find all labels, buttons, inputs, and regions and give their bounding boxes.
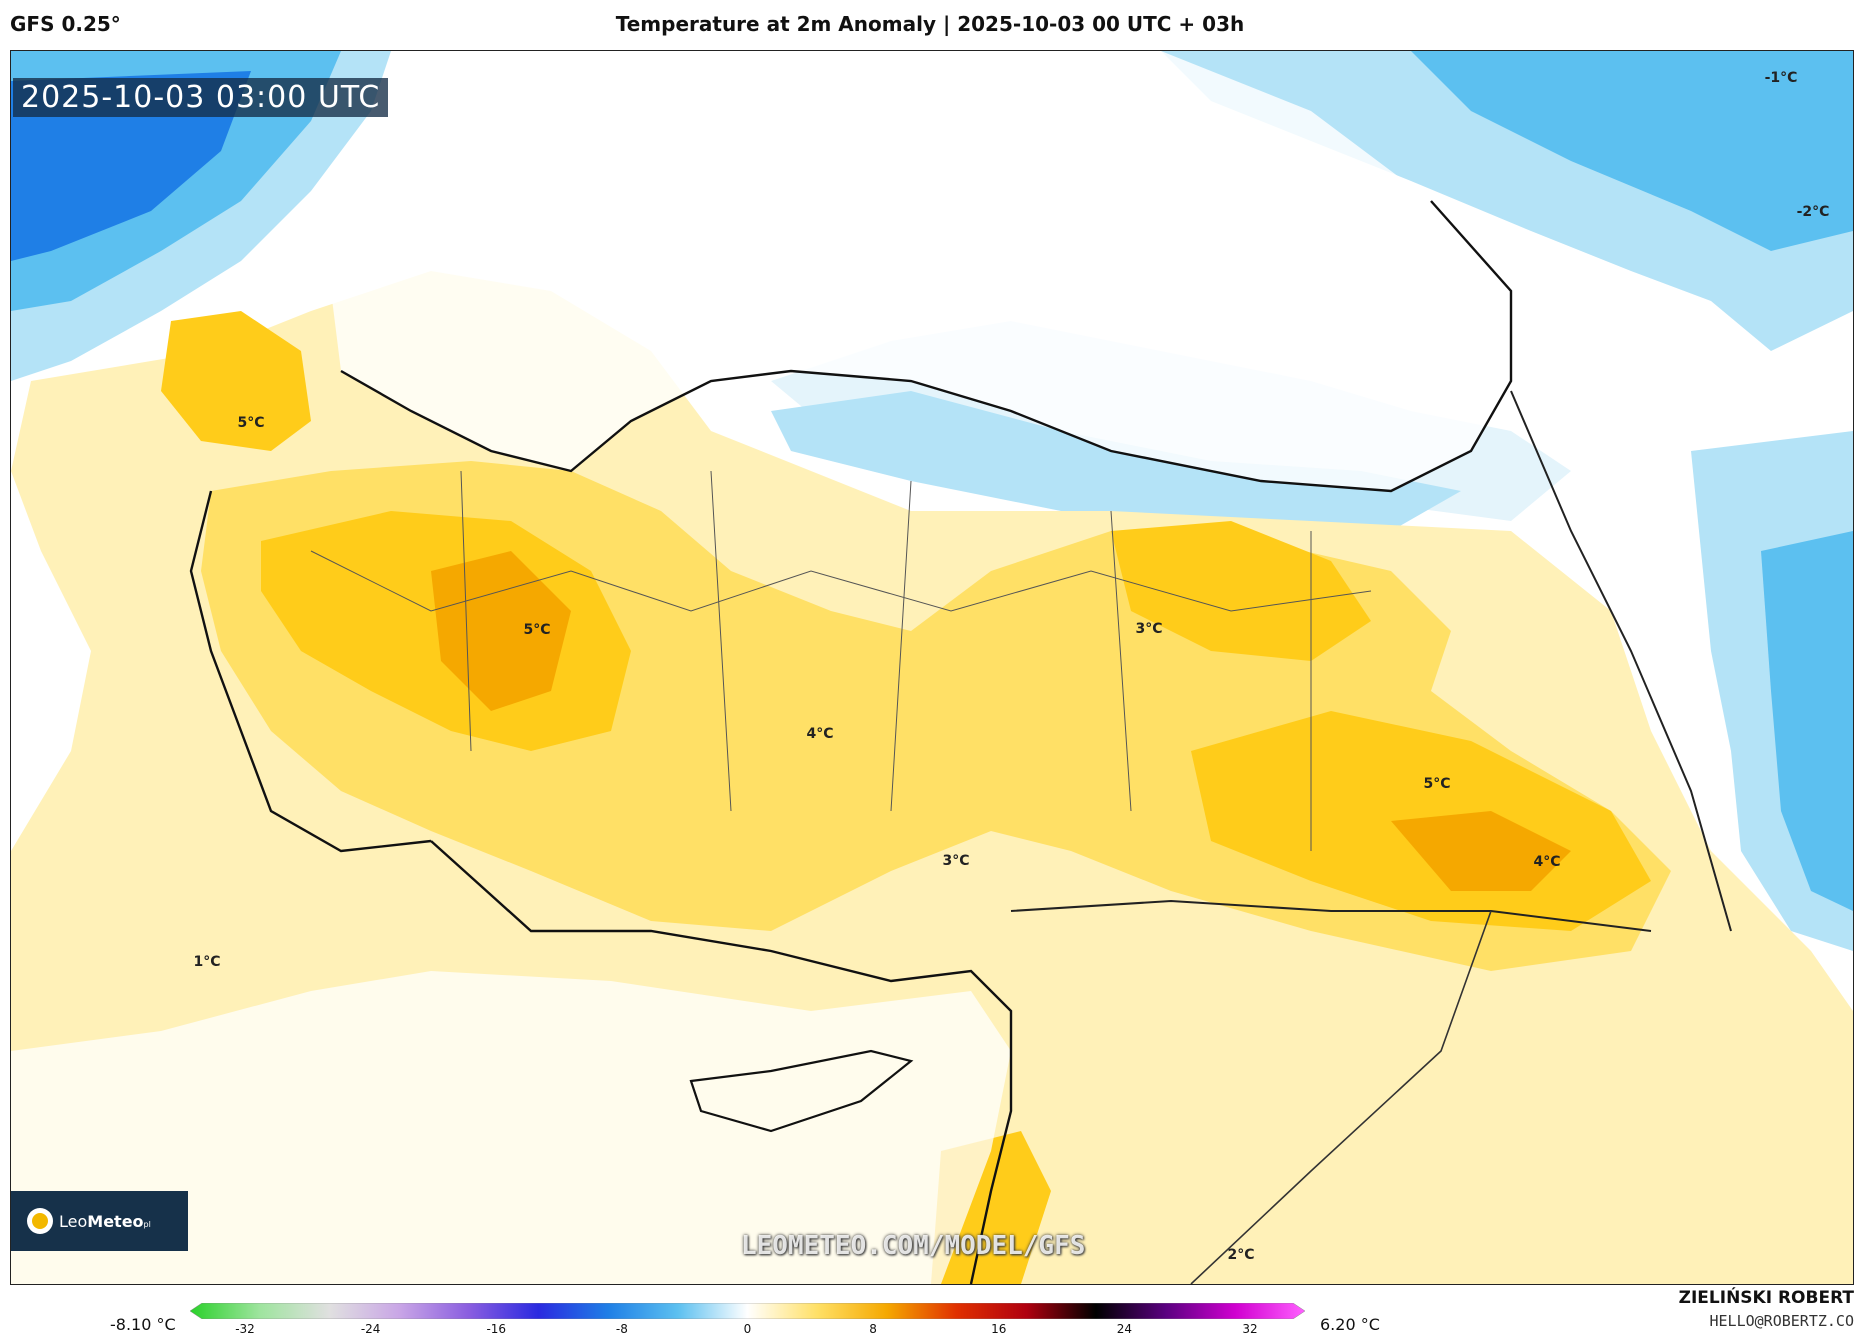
contour-label: 2°C (1227, 1247, 1255, 1263)
colorbar-tick-label: 16 (991, 1322, 1007, 1336)
valid-time-label: 2025-10-03 03:00 UTC (13, 78, 389, 117)
black-sea (331, 51, 1511, 491)
colorbar-tick-label: 32 (1242, 1322, 1258, 1336)
colorbar-max-label: 6.20 °C (1320, 1315, 1380, 1334)
leometeo-logo: LeoMeteopl (11, 1191, 188, 1251)
logo-text: LeoMeteopl (59, 1211, 151, 1231)
contour-label: 3°C (942, 853, 970, 869)
colorbar-tick-label: 8 (869, 1322, 877, 1336)
coastline-aegean (189, 490, 432, 853)
warm-peak-west (431, 551, 571, 711)
colorbar (190, 1303, 1305, 1319)
colorbar-tick-label: -32 (235, 1322, 255, 1336)
cold-core-east (1761, 531, 1853, 911)
map-canvas (11, 51, 1853, 1284)
map-title: Temperature at 2m Anomaly | 2025-10-03 0… (615, 12, 1245, 36)
cold-strongest-balkans (11, 71, 251, 261)
contour-label: 5°C (237, 415, 265, 431)
sun-icon (27, 1208, 53, 1234)
colorbar-tick-label: -16 (486, 1322, 507, 1336)
coastline-south (430, 840, 1013, 1284)
contour-label: 4°C (806, 726, 834, 742)
cold-band-northcoast (771, 391, 1461, 531)
author-name: ZIELIŃSKI ROBERT (1678, 1288, 1854, 1308)
anomaly-map: 2025-10-03 03:00 UTC -1°C -2°C 5°C 5°C 3… (10, 50, 1854, 1285)
warm-peak-southeast (1391, 811, 1571, 891)
warm-east-anatolia (1111, 521, 1371, 661)
colorbar-min-label: -8.10 °C (110, 1315, 176, 1334)
cold-core-caucasus (1411, 51, 1853, 251)
colorbar-tick-label: -24 (360, 1322, 381, 1336)
contour-label: -2°C (1796, 204, 1830, 220)
border-iraq (1190, 910, 1492, 1284)
warm-thrace (161, 311, 311, 451)
province-lines (310, 470, 1372, 851)
border-syria (1010, 899, 1652, 932)
coastline-blacksea (340, 200, 1513, 493)
contour-label: 3°C (1135, 621, 1163, 637)
contour-label: 5°C (1423, 776, 1451, 792)
cyprus (689, 1049, 914, 1133)
watermark-url: LEOMETEO.COM/MODEL/GFS (741, 1231, 1086, 1261)
border-east (1510, 390, 1732, 932)
colorbar-tick-label: 24 (1116, 1322, 1133, 1336)
colorbar-tick-label: -8 (615, 1322, 628, 1336)
contour-label: 4°C (1533, 854, 1561, 870)
author-email: HELLO@ROBERTZ.CO (1709, 1312, 1855, 1330)
colorbar-tick-label: 0 (743, 1322, 752, 1336)
mediterranean (11, 971, 1011, 1284)
contour-label: 1°C (193, 954, 221, 970)
model-name: GFS 0.25° (10, 12, 121, 36)
contour-label: 5°C (523, 622, 551, 638)
contour-label: -1°C (1764, 70, 1798, 86)
